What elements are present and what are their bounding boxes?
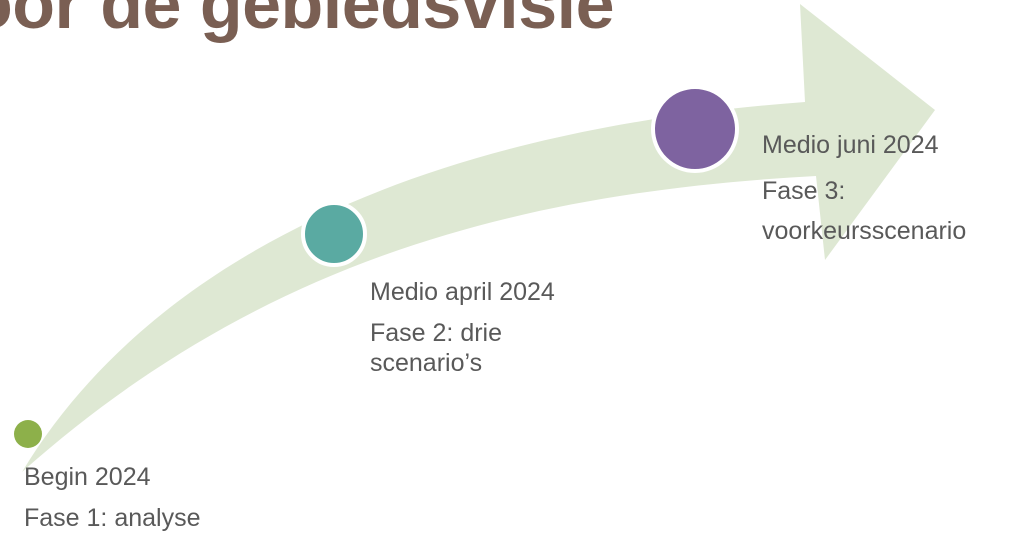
slide-title: oor de gebiedsvisie (0, 0, 615, 43)
milestone-dot-3 (651, 85, 739, 173)
milestone-dot-1 (14, 420, 42, 448)
milestone-date-3: Medio juni 2024 (762, 131, 939, 159)
milestone-label-3: Medio juni 2024 Fase 3: voorkeursscenari… (762, 130, 1022, 251)
milestone-label-2: Medio april 2024 Fase 2: drie scenario’s (370, 277, 610, 378)
milestone-phase-1: Fase 1: analyse (24, 504, 201, 532)
milestone-phase-3: Fase 3: voorkeursscenario (762, 177, 967, 245)
milestone-date-2: Medio april 2024 (370, 278, 555, 306)
milestone-dot-2 (301, 201, 367, 267)
milestone-date-1: Begin 2024 (24, 463, 151, 491)
milestone-phase-2: Fase 2: drie scenario’s (370, 319, 503, 377)
milestone-label-1: Begin 2024 Fase 1: analyse (24, 462, 201, 533)
